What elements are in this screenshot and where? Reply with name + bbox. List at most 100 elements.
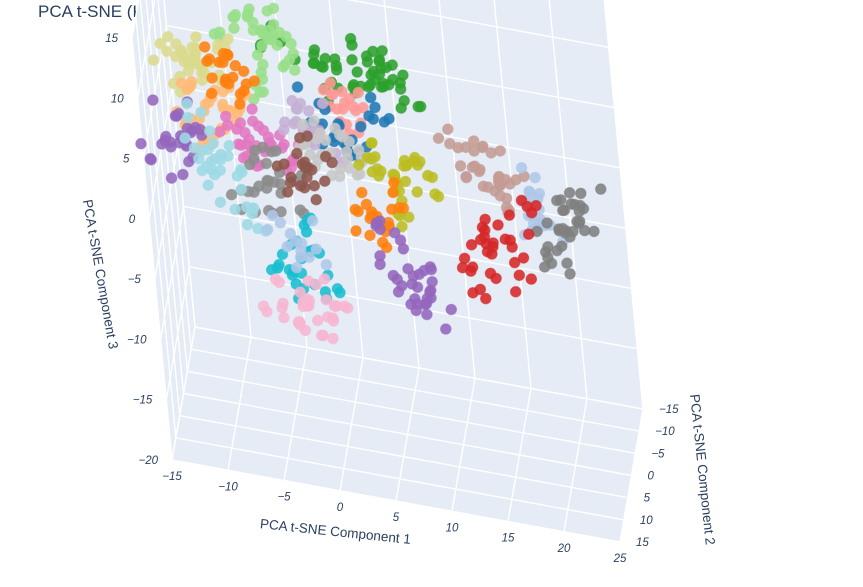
data-point[interactable] [356, 186, 368, 199]
data-point[interactable] [273, 276, 286, 289]
data-point[interactable] [564, 268, 576, 280]
data-point[interactable] [373, 55, 385, 67]
data-point[interactable] [300, 226, 313, 238]
data-point[interactable] [290, 261, 303, 274]
data-point[interactable] [326, 156, 338, 169]
data-point[interactable] [445, 303, 458, 316]
data-point[interactable] [251, 49, 264, 61]
data-point[interactable] [484, 267, 497, 280]
data-point[interactable] [369, 101, 381, 114]
data-point[interactable] [165, 172, 178, 184]
data-point[interactable] [563, 187, 576, 199]
data-point[interactable] [574, 199, 586, 212]
data-point[interactable] [237, 65, 250, 78]
data-point[interactable] [222, 33, 234, 45]
data-point[interactable] [509, 286, 522, 298]
data-point[interactable] [386, 203, 398, 216]
data-point[interactable] [380, 241, 393, 254]
data-point[interactable] [241, 10, 254, 23]
data-point[interactable] [265, 145, 278, 158]
data-point[interactable] [308, 115, 320, 127]
data-point[interactable] [330, 64, 343, 76]
data-point[interactable] [320, 294, 333, 306]
data-point[interactable] [159, 134, 171, 147]
data-point[interactable] [355, 120, 367, 133]
data-point[interactable] [320, 259, 333, 271]
data-point[interactable] [291, 81, 304, 93]
data-point[interactable] [409, 293, 421, 305]
data-point[interactable] [214, 196, 227, 209]
data-point[interactable] [421, 292, 434, 305]
data-point[interactable] [425, 263, 438, 276]
data-point[interactable] [234, 117, 247, 129]
data-point[interactable] [281, 186, 294, 198]
data-point[interactable] [316, 97, 329, 110]
data-point[interactable] [513, 269, 526, 282]
data-point[interactable] [386, 59, 399, 71]
data-point[interactable] [388, 227, 401, 239]
data-point[interactable] [261, 182, 273, 194]
data-point[interactable] [308, 44, 321, 56]
data-point[interactable] [154, 37, 166, 50]
data-point[interactable] [315, 329, 328, 342]
data-point[interactable] [329, 122, 341, 135]
data-point[interactable] [474, 283, 487, 296]
data-point[interactable] [327, 332, 339, 345]
data-point[interactable] [175, 77, 188, 89]
data-point[interactable] [241, 218, 254, 231]
data-point[interactable] [147, 94, 159, 106]
data-point[interactable] [508, 256, 521, 269]
data-point[interactable] [493, 170, 505, 183]
data-point[interactable] [181, 97, 193, 110]
data-point[interactable] [234, 88, 247, 100]
data-point[interactable] [515, 162, 528, 174]
data-point[interactable] [440, 323, 452, 335]
data-point[interactable] [352, 205, 365, 218]
data-point[interactable] [278, 158, 290, 170]
data-point[interactable] [289, 64, 301, 76]
data-point[interactable] [555, 240, 568, 252]
data-point[interactable] [480, 292, 492, 305]
data-point[interactable] [376, 45, 388, 57]
data-point[interactable] [367, 113, 380, 125]
data-point[interactable] [341, 302, 354, 314]
data-point[interactable] [524, 186, 536, 199]
data-point[interactable] [135, 137, 147, 150]
data-point[interactable] [284, 176, 297, 189]
data-point[interactable] [223, 139, 236, 152]
data-point[interactable] [299, 161, 312, 174]
data-point[interactable] [561, 257, 573, 270]
data-point[interactable] [364, 229, 376, 242]
data-point[interactable] [206, 72, 218, 84]
data-point[interactable] [394, 83, 407, 95]
data-point[interactable] [257, 58, 269, 71]
data-point[interactable] [200, 160, 213, 173]
data-point[interactable] [178, 56, 191, 68]
data-point[interactable] [414, 155, 426, 168]
data-point[interactable] [311, 314, 324, 327]
data-point[interactable] [297, 118, 309, 131]
data-point[interactable] [347, 101, 360, 113]
data-point[interactable] [234, 98, 246, 110]
data-point[interactable] [301, 171, 313, 184]
data-point[interactable] [387, 73, 399, 86]
data-point[interactable] [402, 263, 414, 275]
data-point[interactable] [517, 252, 530, 264]
data-point[interactable] [209, 168, 221, 181]
data-point[interactable] [249, 144, 261, 157]
data-point[interactable] [510, 174, 522, 186]
data-point[interactable] [567, 225, 579, 238]
data-point[interactable] [411, 281, 424, 294]
data-point[interactable] [161, 45, 173, 58]
data-point[interactable] [542, 251, 554, 264]
data-point[interactable] [239, 126, 251, 139]
data-point[interactable] [412, 100, 425, 113]
data-point[interactable] [454, 160, 467, 172]
data-point[interactable] [468, 160, 481, 172]
data-point[interactable] [274, 217, 287, 229]
data-point[interactable] [353, 159, 365, 171]
data-point[interactable] [388, 176, 400, 189]
data-point[interactable] [190, 31, 202, 43]
data-point[interactable] [291, 147, 303, 160]
data-point[interactable] [525, 273, 538, 285]
